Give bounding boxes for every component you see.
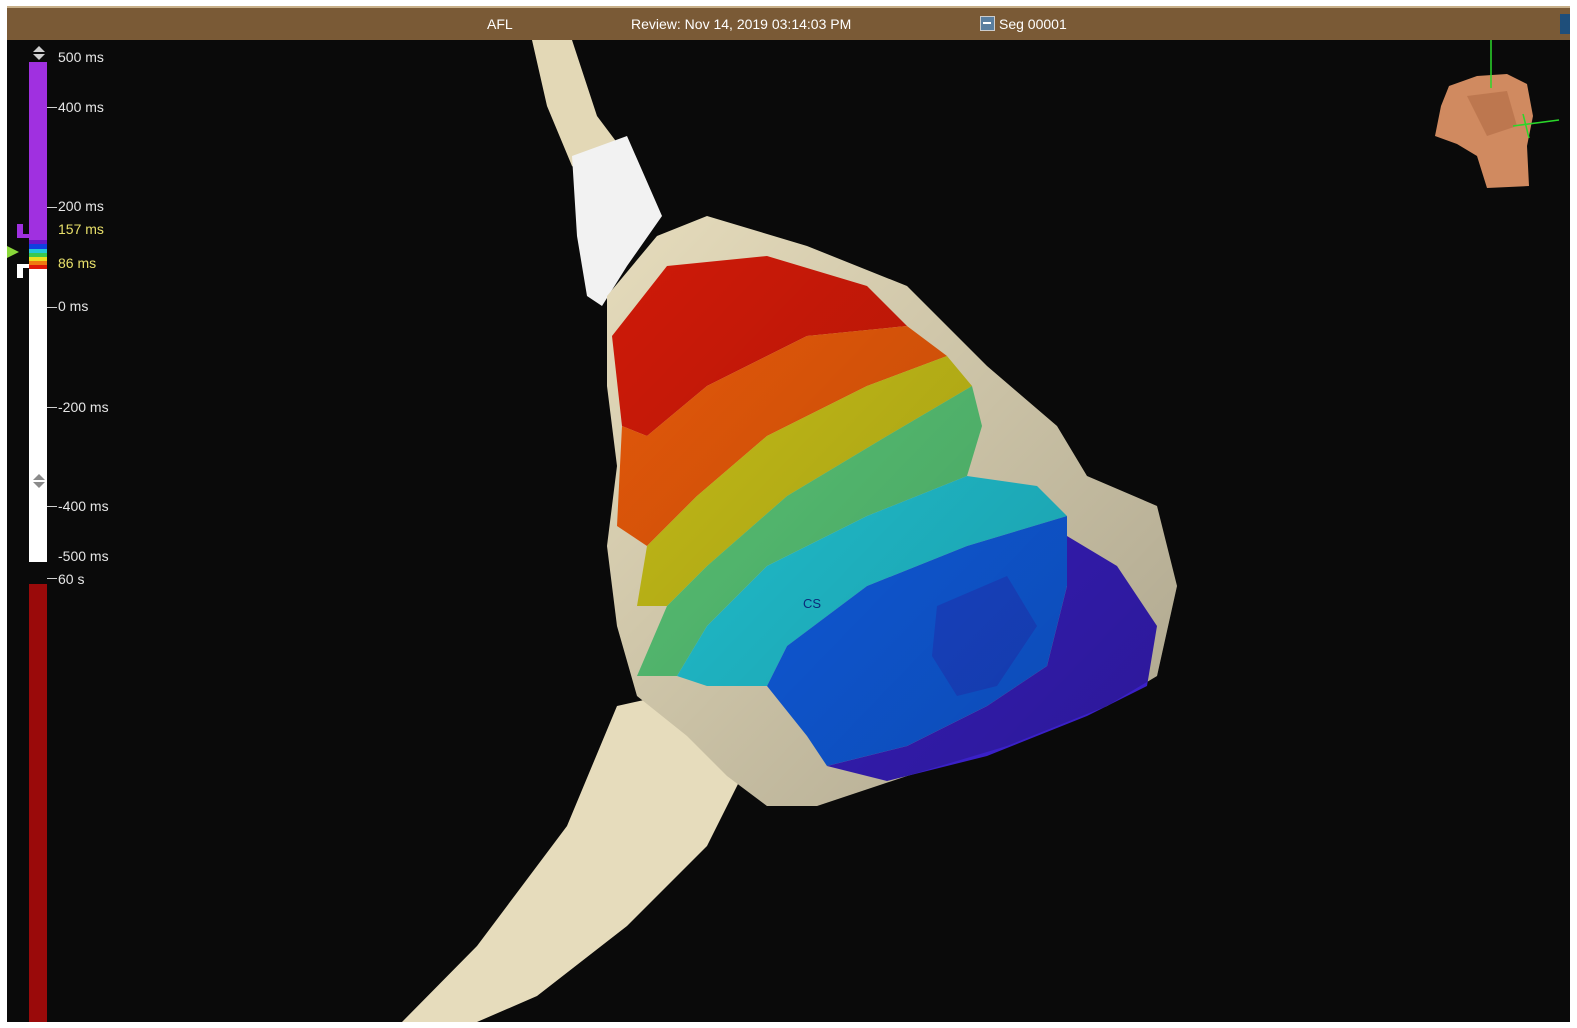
scale-band-red bbox=[29, 265, 47, 269]
tick-200 bbox=[47, 207, 57, 208]
scale-label-minus-200: -200 ms bbox=[58, 399, 109, 415]
scale-label-max: 500 ms bbox=[58, 49, 104, 65]
scale-mid-handle-up[interactable] bbox=[33, 474, 45, 480]
scale-late-segment bbox=[29, 62, 47, 240]
scale-band-green bbox=[29, 253, 47, 257]
scale-band-blue bbox=[29, 244, 47, 249]
scale-band-violet bbox=[29, 240, 47, 244]
tick-minus-200 bbox=[47, 407, 57, 408]
tick-time bbox=[47, 578, 57, 579]
activation-map-3d[interactable] bbox=[7, 6, 1570, 1022]
atrium-shading bbox=[607, 216, 1177, 806]
procedure-name: AFL bbox=[487, 16, 513, 32]
scale-top-handle-down[interactable] bbox=[33, 54, 45, 60]
time-bar bbox=[29, 584, 47, 1022]
expand-panel-button[interactable] bbox=[1560, 14, 1570, 34]
window-upper-value: 157 ms bbox=[58, 221, 104, 237]
reference-marker[interactable] bbox=[7, 246, 19, 258]
scale-band-yellow bbox=[29, 257, 47, 261]
review-timestamp: Review: Nov 14, 2019 03:14:03 PM bbox=[631, 16, 852, 32]
scale-early-segment bbox=[29, 269, 47, 562]
window-lower-handle[interactable] bbox=[17, 264, 29, 278]
scale-top-handle-up[interactable] bbox=[33, 46, 45, 52]
segment-selector[interactable]: Seg 00001 bbox=[980, 16, 1067, 32]
segment-label: Seg 00001 bbox=[999, 16, 1067, 32]
window-lower-value: 86 ms bbox=[58, 255, 97, 271]
scale-label-0: 0 ms bbox=[58, 298, 89, 314]
window-upper-handle[interactable] bbox=[17, 224, 29, 238]
scale-label-min: -500 ms bbox=[58, 548, 109, 564]
map-viewport[interactable]: AFL Review: Nov 14, 2019 03:14:03 PM Seg… bbox=[7, 6, 1570, 1022]
title-bar: AFL Review: Nov 14, 2019 03:14:03 PM Seg… bbox=[7, 6, 1570, 40]
scale-band-cyan bbox=[29, 249, 47, 253]
tick-0 bbox=[47, 307, 57, 308]
scale-band-orange bbox=[29, 261, 47, 265]
ivc-vessel bbox=[402, 686, 747, 1022]
tick-400 bbox=[47, 107, 57, 108]
scale-label-400: 400 ms bbox=[58, 99, 104, 115]
catheter-label-cs: CS bbox=[803, 596, 822, 611]
torso-orientation-icon[interactable] bbox=[1435, 40, 1560, 188]
vessel-white-segment bbox=[572, 136, 662, 306]
scale-label-200: 200 ms bbox=[58, 198, 104, 214]
tick-minus-400 bbox=[47, 506, 57, 507]
waveform-icon bbox=[980, 16, 995, 31]
time-bar-label: 60 s bbox=[58, 571, 85, 587]
scale-mid-handle-down[interactable] bbox=[33, 482, 45, 488]
scale-label-minus-400: -400 ms bbox=[58, 498, 109, 514]
